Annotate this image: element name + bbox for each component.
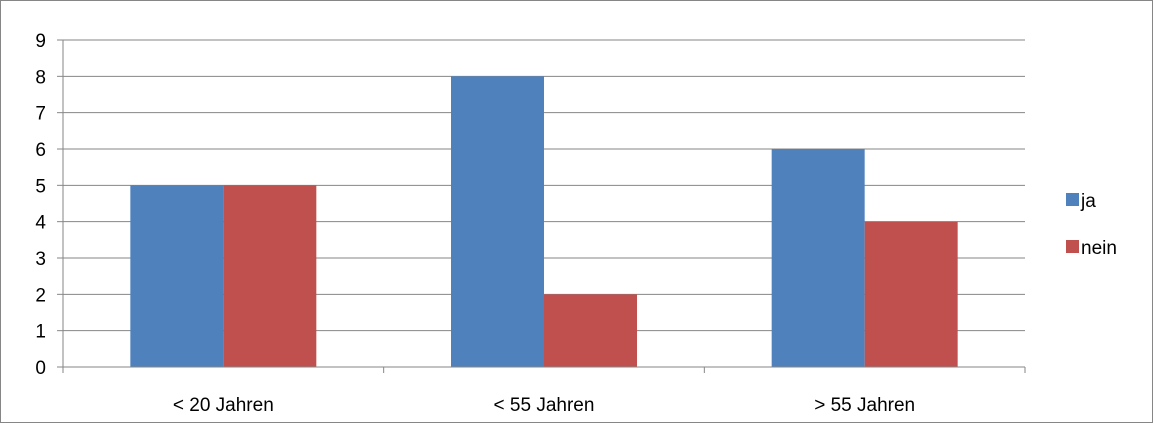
bar-nein-1 bbox=[544, 294, 637, 367]
y-tick-label: 9 bbox=[35, 31, 46, 52]
bar-nein-0 bbox=[223, 185, 317, 367]
y-tick-label: 0 bbox=[35, 358, 46, 379]
bar-ja-0 bbox=[130, 185, 224, 367]
x-tick-label: < 20 Jahren bbox=[173, 395, 274, 416]
y-tick-label: 1 bbox=[35, 322, 46, 343]
bar-ja-1 bbox=[451, 76, 544, 367]
axes bbox=[57, 39, 1026, 373]
y-tick-label: 8 bbox=[35, 67, 46, 88]
y-tick-label: 4 bbox=[35, 213, 46, 234]
bar-nein-2 bbox=[864, 221, 958, 367]
x-tick-label: > 55 Jahren bbox=[814, 395, 915, 416]
y-tick-label: 3 bbox=[35, 249, 46, 270]
bars bbox=[130, 76, 958, 367]
legend-label-nein: nein bbox=[1081, 238, 1117, 259]
y-tick-label: 5 bbox=[35, 176, 46, 197]
x-tick-label: < 55 Jahren bbox=[494, 395, 595, 416]
tick-labels: 0 1 2 3 4 5 6 7 8 9 < 20 Jahren < 55 Jahren > 55 Jah… bbox=[35, 31, 915, 416]
legend: ja nein bbox=[1066, 191, 1117, 259]
bar-ja-2 bbox=[771, 149, 865, 367]
y-tick-label: 7 bbox=[35, 104, 46, 125]
y-tick-label: 2 bbox=[35, 285, 46, 306]
legend-label-ja: ja bbox=[1080, 191, 1096, 212]
legend-swatch-nein bbox=[1066, 240, 1079, 253]
y-tick-label: 6 bbox=[35, 140, 46, 161]
legend-swatch-ja bbox=[1066, 193, 1079, 206]
